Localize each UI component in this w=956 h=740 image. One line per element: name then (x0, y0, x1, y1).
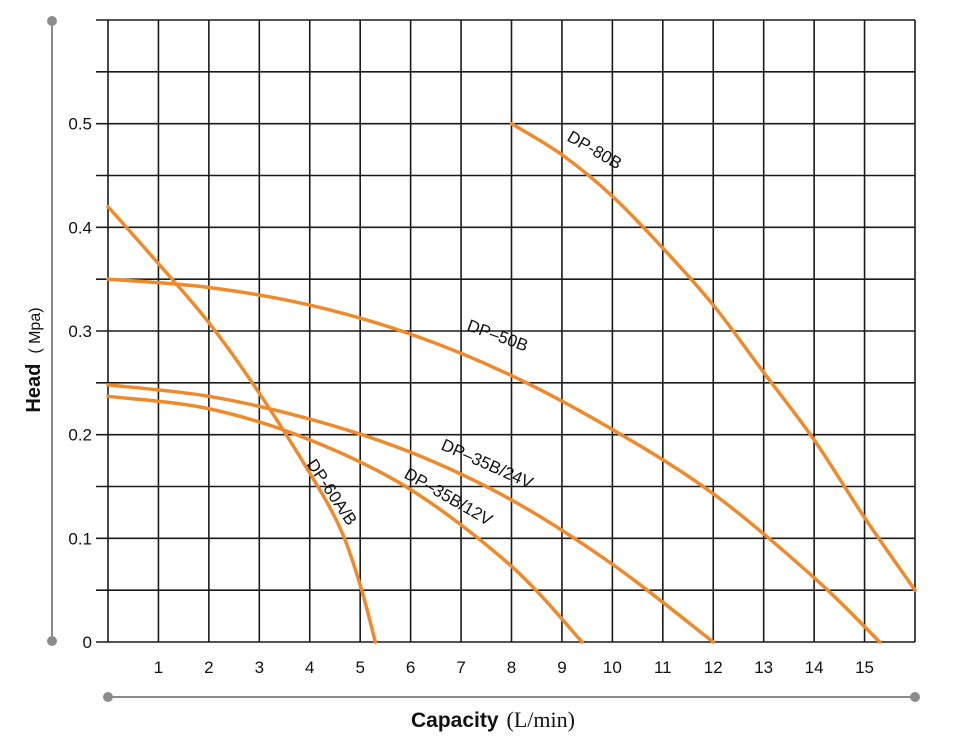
x-tick-label: 1 (154, 658, 163, 677)
x-tick-label: 13 (754, 658, 773, 677)
x-tick-label: 12 (704, 658, 723, 677)
x-tick-label: 11 (654, 658, 672, 677)
y-axis-rail-bottom-dot (47, 636, 57, 646)
x-axis-title-unit: (L/min) (507, 707, 575, 732)
x-tick-label: 2 (204, 658, 213, 677)
series-label-1: DP–50B (465, 316, 531, 356)
series-line-4 (106, 204, 378, 644)
x-tick-labels: 1 2 3 4 5 6 7 8 9 10 11 12 13 14 15 (154, 658, 874, 677)
x-axis-title-main: Capacity (411, 709, 499, 732)
series-label-4: DP-60A/B (303, 456, 361, 529)
y-tick-label: 0.3 (68, 322, 92, 341)
y-tick-label: 0.4 (68, 218, 92, 237)
x-axis-rail-left-dot (103, 692, 113, 702)
y-axis-rail-top-dot (47, 16, 57, 26)
x-tick-label: 4 (305, 658, 314, 677)
x-tick-label: 14 (805, 658, 824, 677)
series-label-3: DP–35B/12V (401, 464, 496, 530)
x-tick-label: 10 (603, 658, 622, 677)
x-tick-label: 15 (855, 658, 874, 677)
grid (96, 19, 916, 643)
y-axis-title-main: Head (23, 364, 45, 413)
y-axis-title: Head ( Mpa) (23, 307, 45, 412)
y-tick-label: 0.1 (68, 529, 92, 548)
y-tick-label: 0.5 (68, 115, 92, 134)
y-tick-label: 0 (83, 633, 92, 652)
y-tick-labels: 0 0.1 0.2 0.3 0.4 0.5 (68, 115, 92, 652)
series-line-3 (106, 394, 584, 644)
x-axis-rail-right-dot (910, 692, 920, 702)
series-line-2 (106, 383, 715, 644)
series-lines (106, 121, 917, 644)
x-tick-label: 3 (255, 658, 264, 677)
x-tick-label: 7 (456, 658, 465, 677)
x-tick-label: 6 (406, 658, 415, 677)
x-axis-title: Capacity (L/min) (411, 707, 575, 732)
series-line-1 (106, 277, 882, 644)
series-label-0: DP-80B (564, 127, 625, 173)
x-tick-label: 9 (557, 658, 566, 677)
x-tick-label: 8 (507, 658, 516, 677)
series-label-2: DP–35B/24V (438, 435, 536, 493)
x-tick-label: 5 (355, 658, 364, 677)
y-axis-title-unit: ( Mpa) (27, 307, 44, 353)
series-line-0 (509, 121, 917, 592)
y-tick-label: 0.2 (68, 426, 92, 445)
